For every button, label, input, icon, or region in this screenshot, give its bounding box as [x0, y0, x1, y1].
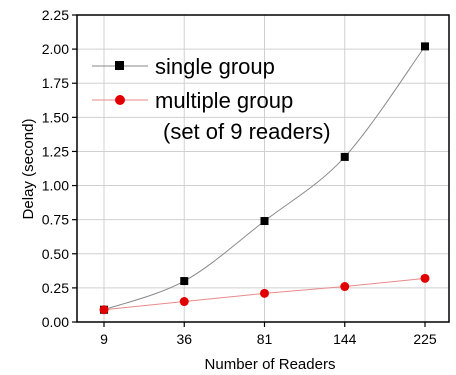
y-tick-label: 1.25 — [42, 143, 69, 159]
y-tick-label: 0.50 — [42, 246, 69, 262]
y-tick-label: 2.25 — [42, 7, 69, 23]
data-point-single — [180, 277, 188, 285]
y-axis-title: Delay (second) — [20, 119, 37, 220]
x-tick-label: 144 — [333, 331, 357, 347]
legend-marker-single — [115, 61, 124, 70]
y-tick-label: 2.00 — [42, 41, 69, 57]
y-tick-label: 1.50 — [42, 109, 69, 125]
x-tick-label: 225 — [413, 331, 437, 347]
y-tick-label: 0.75 — [42, 212, 69, 228]
legend-label-multiple: multiple group — [155, 88, 293, 113]
data-point-single — [421, 42, 429, 50]
data-point-multiple — [340, 282, 349, 291]
data-point-single — [261, 217, 269, 225]
data-point-multiple — [260, 289, 269, 298]
data-point-single — [341, 153, 349, 161]
y-tick-label: 1.00 — [42, 178, 69, 194]
x-tick-label: 9 — [100, 331, 108, 347]
legend-annotation: (set of 9 readers) — [163, 119, 331, 144]
y-tick-label: 0.00 — [42, 314, 69, 330]
y-tick-label: 0.25 — [42, 280, 69, 296]
x-tick-label: 81 — [257, 331, 273, 347]
data-point-multiple — [421, 274, 430, 283]
data-point-multiple — [180, 297, 189, 306]
legend-label-single: single group — [155, 54, 275, 79]
legend-marker-multiple — [115, 95, 125, 105]
y-axis: 0.00 0.25 0.50 0.75 1.00 1.25 1.50 1.75 2.00 2.25 — [42, 7, 77, 330]
data-point-multiple — [100, 305, 109, 314]
x-tick-label: 36 — [176, 331, 192, 347]
legend: single group multiple group (set of 9 re… — [92, 54, 331, 144]
y-tick-label: 1.75 — [42, 75, 69, 91]
x-axis: 9 36 81 144 225 — [100, 322, 437, 347]
x-axis-title: Number of Readers — [205, 356, 336, 373]
